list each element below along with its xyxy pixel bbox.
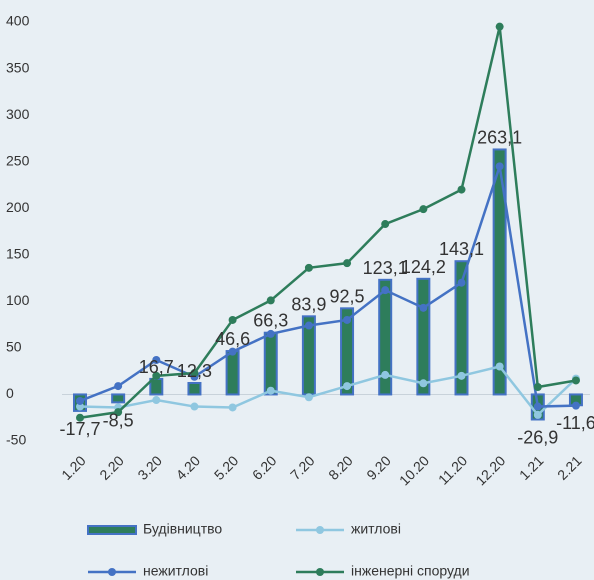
line xyxy=(79,365,577,417)
value-label: -26,9 xyxy=(517,427,558,447)
x-tick-label: 1.20 xyxy=(58,452,89,483)
point xyxy=(343,382,352,391)
y-tick-label: 400 xyxy=(6,13,30,29)
y-tick-label: 100 xyxy=(6,292,30,308)
x-tick-label: 7.20 xyxy=(287,452,318,483)
point xyxy=(228,347,237,356)
point xyxy=(381,286,390,295)
y-tick-label: 250 xyxy=(6,152,30,168)
value-label: -11,6 xyxy=(556,413,594,433)
point xyxy=(114,408,123,417)
bar xyxy=(454,260,469,396)
point xyxy=(190,402,199,411)
point xyxy=(304,321,313,330)
bar xyxy=(111,393,126,404)
point xyxy=(533,402,542,411)
point xyxy=(495,162,504,171)
point xyxy=(152,355,161,364)
point xyxy=(571,401,580,410)
legend-swatch xyxy=(108,568,116,576)
bar xyxy=(263,331,278,396)
y-tick-label: 50 xyxy=(6,339,22,355)
point xyxy=(381,220,390,229)
point xyxy=(266,329,275,338)
value-label: 66,3 xyxy=(253,311,288,331)
point xyxy=(76,413,84,422)
x-tick-label: 2.20 xyxy=(96,452,127,483)
point xyxy=(266,386,275,395)
y-tick-label: 150 xyxy=(6,245,30,261)
x-tick-label: 1.21 xyxy=(516,452,547,483)
point xyxy=(419,303,428,312)
point xyxy=(419,205,428,214)
point xyxy=(152,396,161,405)
point xyxy=(457,278,466,287)
value-label: 143,1 xyxy=(439,239,484,259)
x-tick-label: 3.20 xyxy=(134,452,165,483)
point xyxy=(114,382,123,391)
value-label: 83,9 xyxy=(291,294,326,314)
point xyxy=(533,410,542,419)
bar xyxy=(340,307,355,396)
bar xyxy=(378,278,393,396)
point xyxy=(76,402,84,411)
value-label: 16,7 xyxy=(139,357,174,377)
point xyxy=(304,263,313,272)
value-label: 92,5 xyxy=(330,286,365,306)
x-tick-label: 4.20 xyxy=(173,452,204,483)
point xyxy=(533,382,542,391)
x-tick-label: 12.20 xyxy=(472,452,508,488)
point xyxy=(381,370,390,379)
bar xyxy=(416,277,431,396)
bar xyxy=(225,350,240,396)
line xyxy=(79,165,576,408)
legend-swatch xyxy=(316,526,324,534)
value-label: 46,6 xyxy=(215,329,250,349)
x-tick-label: 5.20 xyxy=(211,452,242,483)
y-tick-label: 0 xyxy=(6,385,14,401)
legend-swatch xyxy=(87,525,137,535)
point xyxy=(152,371,161,380)
value-label: -17,7 xyxy=(59,419,100,439)
y-tick-label: 200 xyxy=(6,199,30,215)
point xyxy=(343,315,352,324)
legend-label: Будівництво xyxy=(143,521,222,537)
point xyxy=(228,315,237,324)
x-tick-label: 8.20 xyxy=(325,452,356,483)
point xyxy=(419,379,428,388)
y-tick-label: 350 xyxy=(6,59,30,75)
legend-swatch xyxy=(316,568,324,576)
point xyxy=(571,376,580,385)
y-tick-label: -50 xyxy=(6,432,26,448)
value-label: -8,5 xyxy=(103,410,134,430)
point xyxy=(495,22,504,31)
point xyxy=(457,185,466,194)
x-tick-label: 9.20 xyxy=(363,452,394,483)
value-label: 12,3 xyxy=(177,361,212,381)
value-label: 123,1 xyxy=(363,258,408,278)
legend-label: нежитлові xyxy=(143,563,208,579)
point xyxy=(495,362,504,371)
point xyxy=(76,396,84,405)
y-tick-label: 300 xyxy=(6,106,30,122)
legend-label: інженерні споруди xyxy=(351,563,470,579)
point xyxy=(190,369,199,378)
point xyxy=(304,393,313,402)
legend-label: житлові xyxy=(351,521,401,537)
value-label: 263,1 xyxy=(477,127,522,147)
x-tick-label: 10.20 xyxy=(396,452,432,488)
x-tick-label: 11.20 xyxy=(435,452,471,488)
x-tick-label: 2.21 xyxy=(554,452,585,483)
x-tick-label: 6.20 xyxy=(249,452,280,483)
point xyxy=(343,259,352,268)
point xyxy=(266,296,275,305)
value-label: 124,2 xyxy=(401,257,446,277)
point xyxy=(457,371,466,380)
bar xyxy=(187,381,202,396)
bar xyxy=(492,148,507,396)
point xyxy=(228,403,237,412)
line xyxy=(79,26,577,419)
